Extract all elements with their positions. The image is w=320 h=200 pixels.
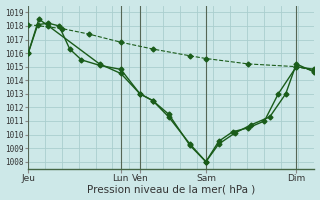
X-axis label: Pression niveau de la mer( hPa ): Pression niveau de la mer( hPa ) [87,184,255,194]
